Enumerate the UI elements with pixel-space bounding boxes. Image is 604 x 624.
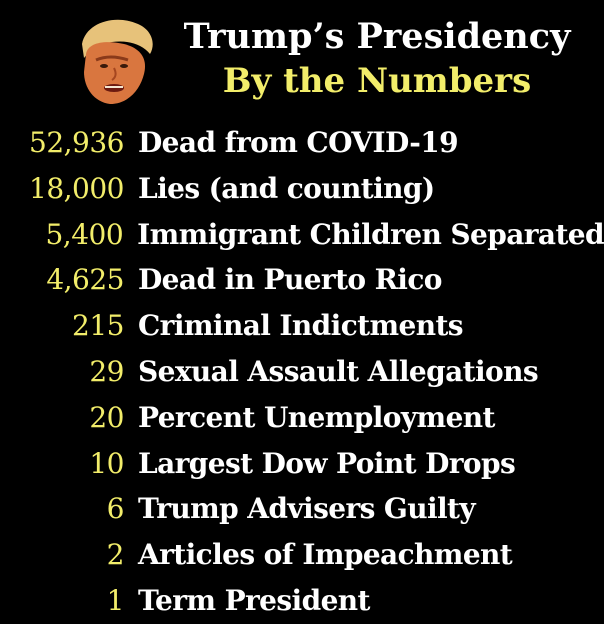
stat-number: 18,000 [29,171,124,205]
stat-label: Criminal Indictments [138,309,464,343]
stats-list: 52,936 Dead from COVID-19 18,000 Lies (a… [0,120,604,624]
stat-label: Term President [138,583,370,617]
caricature-face-icon [82,19,153,104]
stat-number: 5,400 [45,217,124,251]
list-item: 1 Term President [0,578,604,624]
stat-label: Articles of Impeachment [138,538,513,572]
stat-number: 20 [89,400,124,434]
stat-label: Dead in Puerto Rico [138,263,442,297]
stat-number: 52,936 [29,126,124,159]
stat-number: 215 [72,309,124,343]
list-item: 5,400 Immigrant Children Separated [0,212,604,258]
stat-label: Trump Advisers Guilty [138,492,476,526]
stat-number: 4,625 [46,263,124,297]
list-item: 52,936 Dead from COVID-19 [0,120,604,166]
stat-number: 6 [106,492,125,526]
list-item: 29 Sexual Assault Allegations [0,349,604,395]
page-title: Trump’s Presidency [183,16,571,57]
stat-label: Dead from COVID-19 [138,126,459,159]
stat-number: 29 [89,354,124,388]
stat-label: Largest Dow Point Drops [138,446,516,480]
stat-label: Immigrant Children Separated [137,217,604,251]
stat-label: Sexual Assault Allegations [138,354,539,388]
list-item: 4,625 Dead in Puerto Rico [0,257,604,303]
stat-label: Percent Unemployment [138,400,495,434]
list-item: 10 Largest Dow Point Drops [0,441,604,487]
stat-number: 2 [106,538,125,572]
list-item: 215 Criminal Indictments [0,303,604,349]
list-item: 6 Trump Advisers Guilty [0,486,604,532]
stat-number: 1 [106,583,125,617]
list-item: 20 Percent Unemployment [0,395,604,441]
stat-number: 10 [89,446,124,480]
page-subtitle: By the Numbers [222,61,532,101]
list-item: 2 Articles of Impeachment [0,532,604,578]
stat-label: Lies (and counting) [138,171,435,205]
list-item: 18,000 Lies (and counting) [0,166,604,212]
